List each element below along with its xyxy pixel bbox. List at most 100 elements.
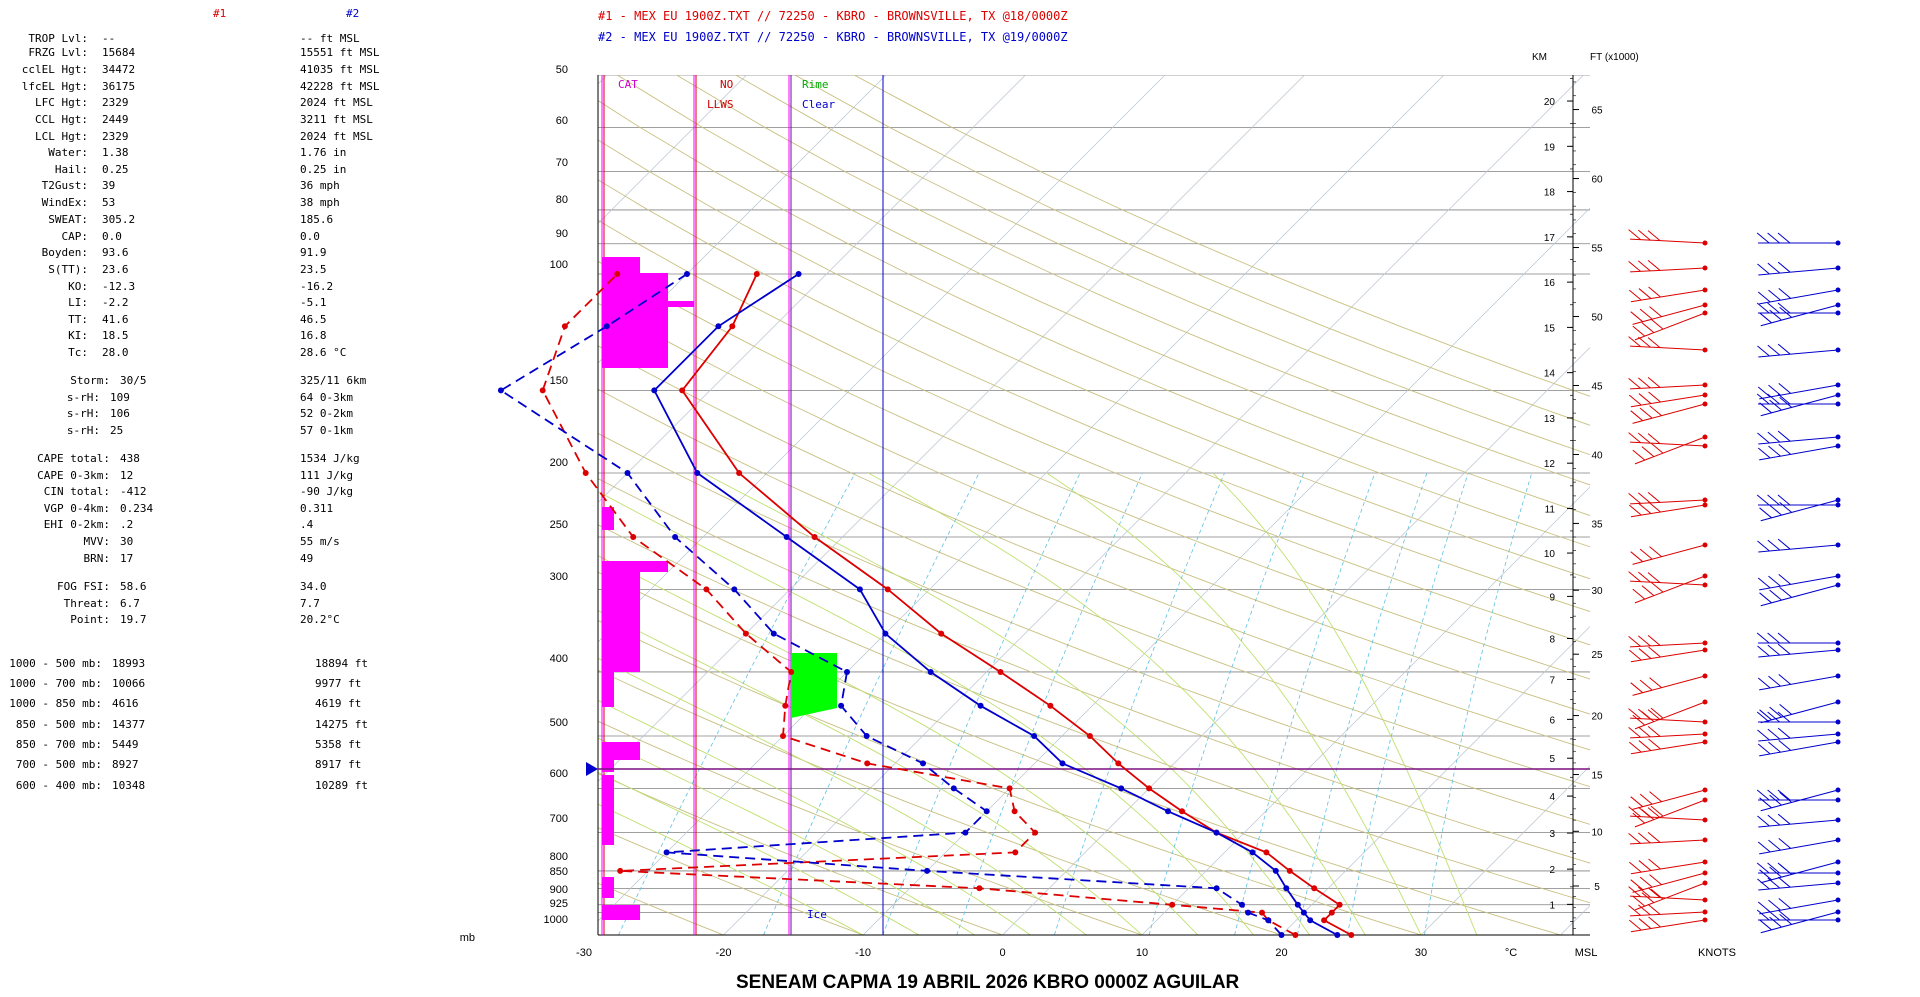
wind-barb-s2-feather [1767, 393, 1780, 405]
moist-adiabat [1212, 472, 1478, 935]
wind-barb-s2-feather [1777, 643, 1791, 655]
wind-barb-s2-feather [1779, 914, 1792, 925]
series1-dewpoint-point [1032, 829, 1039, 836]
km-tick-label: 3 [1549, 829, 1555, 840]
km-tick-label: 19 [1544, 142, 1556, 153]
wind-barb-s2-feather [1757, 841, 1771, 853]
wind-barb-s1-feather [1632, 588, 1646, 600]
stat-value2: 23.5 [300, 263, 327, 276]
wind-barb-s2 [1759, 384, 1839, 400]
pressure-tick-label: 300 [550, 571, 568, 583]
sounding2-header: #2 - MEX EU 1900Z.TXT // 72250 - KBRO - … [598, 30, 1068, 44]
series2-dewpoint-point [684, 271, 690, 277]
cat-bar [602, 257, 640, 273]
wind-barb-s2-feather [1777, 261, 1791, 273]
wind-barb-s1-dot [1702, 382, 1708, 388]
wind-barb-s1-dot [1702, 787, 1708, 793]
isotherm-line [1281, 626, 1590, 935]
msl-label: MSL [1575, 947, 1598, 959]
wind-barb-s2-dot [1835, 443, 1841, 449]
series1-temperature-point [1263, 849, 1270, 856]
stat-value1: 93.6 [102, 246, 129, 259]
wind-barb-s2-feather [1767, 728, 1781, 740]
moist-adiabat [598, 699, 1031, 935]
wind-barb-s2-feather [1767, 909, 1780, 921]
stat-value1: .2 [120, 518, 133, 531]
wind-barb-s2-feather [1777, 232, 1791, 244]
wind-barb-s1-feather [1638, 503, 1652, 514]
stat-label: LCL Hgt: [35, 130, 88, 143]
wind-barb-s1 [1630, 289, 1706, 303]
stat-value1: 14377 [112, 718, 145, 731]
stat-value1: 4616 [112, 697, 139, 710]
stat-label: CAPE total: [37, 452, 110, 465]
wind-barb-s2-feather [1778, 897, 1792, 909]
wind-barb-s1-dot [1702, 817, 1708, 823]
series1-dewpoint-point [782, 702, 789, 709]
stat-value1: 18993 [112, 657, 145, 670]
wind-barb-s1-dot [1702, 859, 1708, 865]
stat-value1: 30 [120, 535, 133, 548]
stat-value1: 8927 [112, 758, 139, 771]
stat-label: s-rH: [67, 391, 100, 404]
wind-barb-s1 [1634, 799, 1706, 828]
wind-barb-s2 [1758, 544, 1839, 553]
pressure-tick-label: 150 [550, 375, 568, 387]
wind-barb-s1 [1630, 267, 1706, 273]
wind-barb-s2 [1758, 649, 1839, 658]
moist-adiabat [598, 771, 920, 935]
wind-barb-s1-feather [1648, 916, 1661, 928]
stat-value2: 111 J/kg [300, 469, 353, 482]
wind-barb-s2 [1758, 733, 1839, 742]
stat-value1: 5449 [112, 738, 139, 751]
stat-value1: 1.38 [102, 146, 129, 159]
wind-barb-s1-feather [1647, 807, 1661, 819]
cat-bar [602, 760, 614, 772]
wind-barb-s2-feather [1757, 447, 1771, 459]
stat-label: Point: [70, 613, 110, 626]
series2-temperature-point [1118, 785, 1125, 792]
stat-value2: -5.1 [300, 296, 327, 309]
pressure-tick-label: 700 [550, 813, 568, 825]
stat-value2: 34.0 [300, 580, 327, 593]
knots-label: KNOTS [1698, 947, 1736, 959]
wind-barb-s1-feather [1628, 394, 1642, 406]
wind-barb-s2-dot [1835, 647, 1841, 653]
stat-value2: 57 0-1km [300, 424, 353, 437]
stat-value1: 36175 [102, 80, 135, 93]
series1-dewpoint-point [1259, 909, 1265, 916]
wind-barb-s1-feather [1628, 708, 1641, 720]
wind-barb-s2-dot [1835, 502, 1841, 508]
stat-label: CIN total: [44, 485, 110, 498]
wind-barb-s2-dot [1835, 310, 1841, 316]
wind-barb-s1-feather [1638, 726, 1651, 738]
wind-barb-s2-feather [1756, 711, 1770, 723]
mixing-ratio-line [1424, 472, 1533, 935]
wind-barb-s2-feather [1767, 814, 1781, 826]
wind-barb-s1-feather [1628, 726, 1641, 738]
wind-barb-s1-feather [1628, 832, 1641, 844]
wind-barb-s1-feather [1641, 892, 1655, 904]
moist-adiabat [598, 803, 864, 935]
wind-barb-s2-dot [1835, 917, 1841, 923]
pressure-tick-label: 60 [556, 115, 568, 127]
stat-value1: 58.6 [120, 580, 147, 593]
wind-barb-s1-feather [1650, 318, 1664, 330]
stat-label: Storm: [70, 374, 110, 387]
wind-barb-s1-feather [1647, 634, 1661, 646]
stat-label: Tc: [68, 346, 88, 359]
stat-value1: 28.0 [102, 346, 129, 359]
series2-dewpoint-point [962, 829, 969, 836]
stat-label: LFC Hgt: [35, 96, 88, 109]
wind-barb-s1-feather [1628, 571, 1641, 583]
wind-barb-s2-feather [1759, 797, 1772, 809]
wind-barb-s1 [1630, 642, 1706, 648]
wind-barb-s2-feather [1757, 577, 1771, 589]
wind-barb-s2-feather [1767, 789, 1780, 801]
wind-barb-s2-feather [1768, 384, 1781, 396]
wind-barb-s2-feather [1759, 312, 1772, 324]
series2-dewpoint-point [983, 808, 990, 815]
km-tick-label: 17 [1544, 233, 1556, 244]
ft-axis-unit: FT (x1000) [1590, 52, 1639, 63]
wind-barb-s2-feather [1778, 573, 1792, 585]
